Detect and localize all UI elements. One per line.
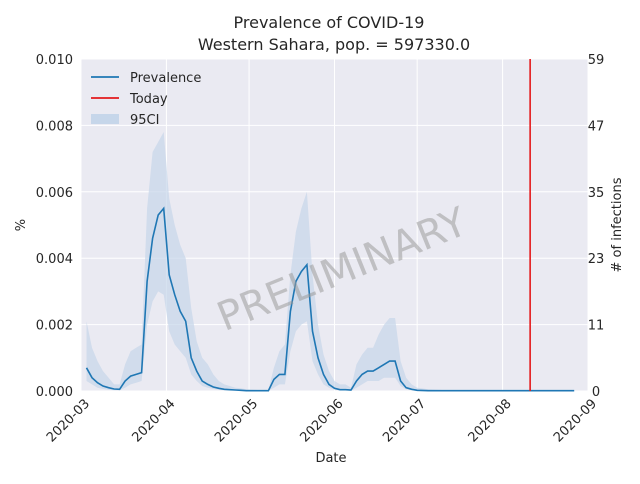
y-tick-label: 0.010	[36, 53, 73, 68]
ci-band	[86, 132, 575, 391]
legend-label-today: Today	[129, 92, 168, 107]
y-tick-label-right: 23	[588, 252, 605, 267]
prevalence-line	[85, 206, 575, 392]
y-tick-label: 0.000	[36, 385, 73, 400]
x-tick-label: 2020-09	[551, 396, 600, 445]
chart-subtitle: Western Sahara, pop. = 597330.0	[198, 35, 470, 54]
x-tick-label: 2020-06	[298, 396, 347, 445]
y-tick-label: 0.008	[36, 119, 73, 134]
y-tick-right-layer: 0 11 23 35 47 59	[588, 53, 605, 400]
x-tick-label: 2020-05	[212, 396, 261, 445]
y-tick-label-right: 11	[588, 319, 605, 334]
y-tick-label-right: 35	[588, 186, 605, 201]
chart-title: Prevalence of COVID-19	[234, 13, 425, 32]
y-tick-layer: 0.000 0.002 0.004 0.006 0.008 0.010	[36, 53, 73, 400]
x-tick-label: 2020-04	[129, 396, 178, 445]
x-tick-label: 2020-03	[44, 396, 93, 445]
y-tick-label: 0.006	[36, 186, 73, 201]
y-tick-label: 0.002	[36, 319, 73, 334]
x-tick-label: 2020-07	[380, 396, 429, 445]
y-tick-label-right: 47	[588, 119, 605, 134]
legend: Prevalence Today 95CI	[91, 71, 201, 128]
y-tick-label-right: 0	[592, 385, 600, 400]
legend-label-prevalence: Prevalence	[130, 71, 201, 86]
x-tick-label: 2020-08	[466, 396, 515, 445]
legend-label-95ci: 95CI	[130, 113, 159, 128]
y-tick-label-right: 59	[588, 53, 605, 68]
x-axis-label: Date	[315, 451, 346, 466]
x-tick-layer: 2020-03 2020-04 2020-05 2020-06 2020-07 2020-…	[44, 396, 600, 445]
legend-swatch-95ci	[91, 114, 119, 124]
y-axis-label-right: # of infections	[610, 177, 625, 272]
y-tick-label: 0.004	[36, 252, 73, 267]
line-layer	[85, 206, 575, 392]
y-axis-label: %	[14, 219, 29, 231]
ci-layer	[86, 132, 575, 391]
